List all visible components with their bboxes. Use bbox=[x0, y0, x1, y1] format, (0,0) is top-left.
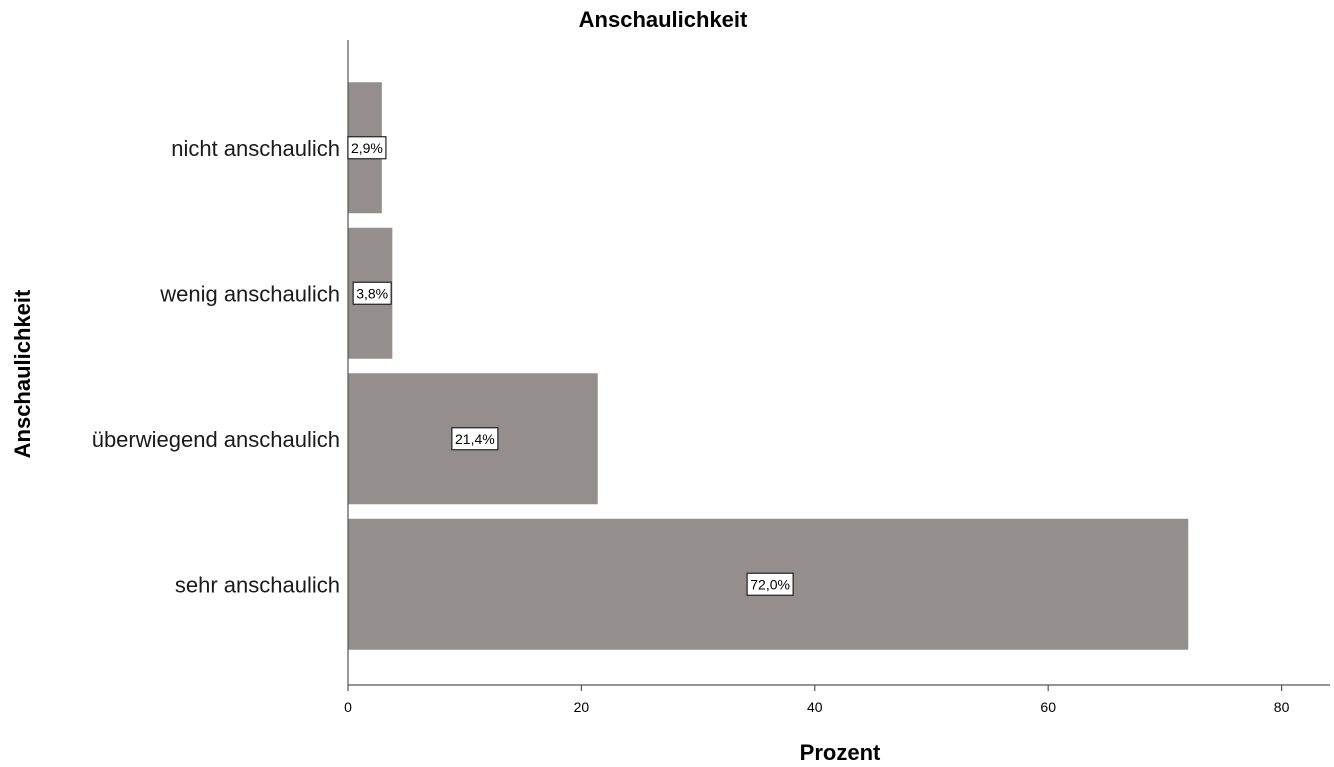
data-label: 72,0% bbox=[750, 576, 790, 592]
data-label-box bbox=[347, 136, 387, 160]
x-axis-ticks: 0 20 40 60 80 bbox=[344, 685, 1290, 715]
data-label: 21,4% bbox=[455, 431, 495, 447]
data-label: 2,9% bbox=[351, 140, 383, 156]
category-label: überwiegend anschaulich bbox=[92, 427, 340, 452]
y-axis-title: Anschaulichkeit bbox=[10, 289, 35, 458]
category-label: wenig anschaulich bbox=[159, 281, 340, 306]
chart-title: Anschaulichkeit bbox=[579, 7, 748, 32]
x-tick-label: 0 bbox=[344, 699, 352, 715]
x-tick-label: 60 bbox=[1040, 699, 1056, 715]
category-label: nicht anschaulich bbox=[171, 136, 340, 161]
x-tick-label: 20 bbox=[574, 699, 590, 715]
x-axis-title: Prozent bbox=[800, 740, 881, 765]
data-label-box bbox=[352, 281, 392, 305]
x-tick-label: 80 bbox=[1274, 699, 1290, 715]
category-labels: nicht anschaulich wenig anschaulich überwi… bbox=[92, 136, 340, 598]
category-label: sehr anschaulich bbox=[175, 572, 340, 597]
x-tick-label: 40 bbox=[807, 699, 823, 715]
data-labels: 2,9% 3,8% 21,4% 72,0% bbox=[347, 136, 794, 596]
data-label-box bbox=[746, 572, 794, 596]
bars-group bbox=[348, 82, 1189, 650]
data-label: 3,8% bbox=[356, 285, 388, 301]
data-label-box bbox=[451, 427, 499, 451]
